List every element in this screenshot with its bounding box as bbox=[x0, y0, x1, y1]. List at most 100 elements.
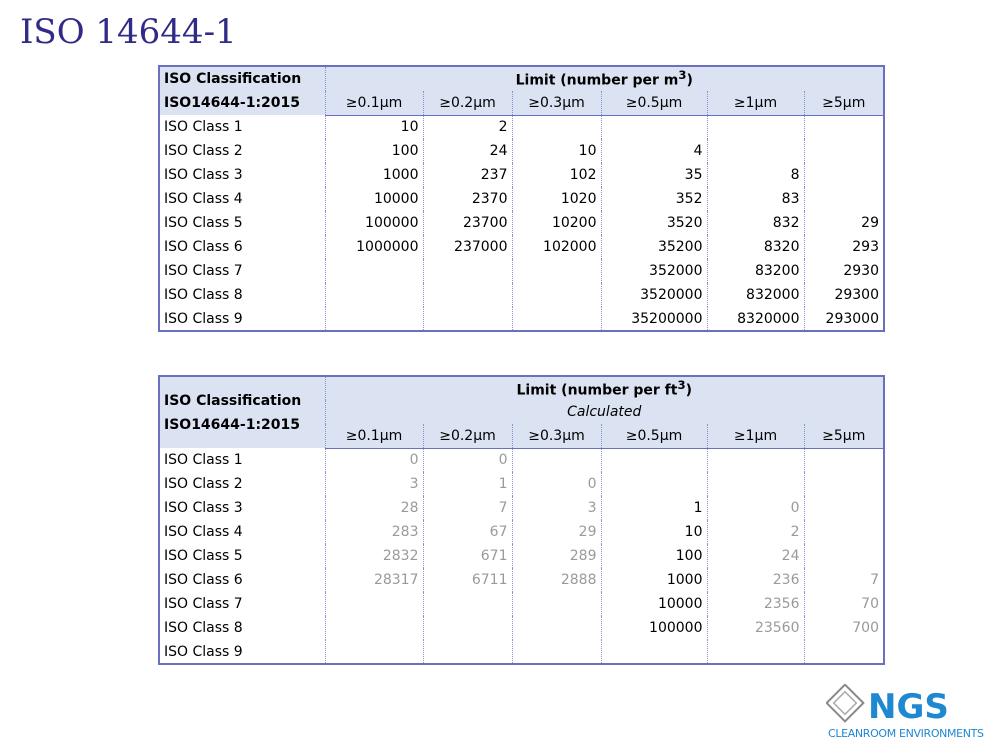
limit-value: 2888 bbox=[511, 568, 601, 592]
limit-value: 1000 bbox=[324, 163, 423, 187]
logo-tagline: CLEANROOM ENVIRONMENTS bbox=[828, 727, 984, 740]
limit-value: 293000 bbox=[803, 307, 884, 331]
table-row: ISO Class 5 2832 671 289 100 24 bbox=[158, 544, 884, 568]
limit-value bbox=[422, 283, 512, 307]
table-row: ISO Class 7 352000 83200 2930 bbox=[158, 259, 884, 283]
table-row: ISO Class 8 3520000 832000 29300 bbox=[158, 283, 884, 307]
limit-value: 28 bbox=[324, 496, 423, 520]
calculated-subtitle: Calculated bbox=[324, 400, 884, 424]
page-title: ISO 14644-1 bbox=[20, 12, 237, 52]
limit-value bbox=[324, 259, 423, 283]
classification-header: ISO Classification ISO14644-1:2015 bbox=[158, 376, 325, 448]
class-name: ISO Class 6 bbox=[158, 568, 325, 592]
limit-value: 35 bbox=[600, 163, 707, 187]
table-row: ISO Class 3 28 7 3 1 0 bbox=[158, 496, 884, 520]
class-name: ISO Class 3 bbox=[158, 496, 325, 520]
limit-value: 24 bbox=[422, 139, 512, 163]
limit-value: 0 bbox=[324, 448, 423, 472]
column-header: ≥0.2µm bbox=[422, 90, 512, 116]
limit-value: 3520 bbox=[600, 211, 707, 235]
table-row: ISO Class 3 1000 237 102 35 8 bbox=[158, 163, 884, 187]
limit-value: 283 bbox=[324, 520, 423, 544]
limit-value: 35200000 bbox=[600, 307, 707, 331]
limit-value bbox=[803, 448, 884, 472]
limit-value: 1020 bbox=[511, 187, 601, 211]
column-header: ≥0.2µm bbox=[422, 424, 512, 449]
limit-value bbox=[803, 520, 884, 544]
limit-value: 10000 bbox=[600, 592, 707, 616]
limit-value: 8 bbox=[706, 163, 804, 187]
limit-value: 289 bbox=[511, 544, 601, 568]
class-name: ISO Class 9 bbox=[158, 640, 325, 664]
limit-value: 29 bbox=[511, 520, 601, 544]
limit-value bbox=[324, 283, 423, 307]
limit-value bbox=[706, 472, 804, 496]
limit-value: 83 bbox=[706, 187, 804, 211]
limit-value: 29 bbox=[803, 211, 884, 235]
class-name: ISO Class 1 bbox=[158, 115, 325, 139]
iso-limits-per-ft3-table: ISO Classification ISO14644-1:2015 Limit (… bbox=[158, 375, 885, 665]
ngs-logo: NGS CLEANROOM ENVIRONMENTS bbox=[826, 684, 984, 740]
limit-value: 237000 bbox=[422, 235, 512, 259]
limit-value bbox=[803, 544, 884, 568]
limit-value bbox=[422, 307, 512, 331]
column-header: ≥0.5µm bbox=[600, 90, 707, 116]
table-row: ISO Class 4 283 67 29 10 2 bbox=[158, 520, 884, 544]
limit-value bbox=[511, 640, 601, 664]
limit-value: 2930 bbox=[803, 259, 884, 283]
limit-value bbox=[803, 640, 884, 664]
class-name: ISO Class 8 bbox=[158, 616, 325, 640]
limit-value bbox=[511, 283, 601, 307]
limit-value bbox=[422, 259, 512, 283]
limit-value: 102 bbox=[511, 163, 601, 187]
limit-value: 24 bbox=[706, 544, 804, 568]
class-name: ISO Class 2 bbox=[158, 139, 325, 163]
class-name: ISO Class 4 bbox=[158, 520, 325, 544]
limit-value: 10 bbox=[600, 520, 707, 544]
diamond-logo-icon bbox=[826, 684, 865, 723]
limit-value: 28317 bbox=[324, 568, 423, 592]
limit-value bbox=[803, 496, 884, 520]
class-name: ISO Class 1 bbox=[158, 448, 325, 472]
limit-value: 100000 bbox=[324, 211, 423, 235]
limit-value: 352 bbox=[600, 187, 707, 211]
class-name: ISO Class 5 bbox=[158, 211, 325, 235]
column-header: ≥1µm bbox=[706, 90, 804, 116]
column-header: ≥5µm bbox=[803, 424, 884, 449]
column-header: ≥0.1µm bbox=[324, 424, 423, 449]
table-row: ISO Class 6 1000000 237000 102000 35200 8320 2… bbox=[158, 235, 884, 259]
limit-value bbox=[511, 307, 601, 331]
limit-value: 352000 bbox=[600, 259, 707, 283]
limit-value: 10 bbox=[324, 115, 423, 139]
limit-value: 2832 bbox=[324, 544, 423, 568]
limit-value: 3 bbox=[324, 472, 423, 496]
class-name: ISO Class 8 bbox=[158, 283, 325, 307]
class-name: ISO Class 2 bbox=[158, 472, 325, 496]
column-header: ≥0.1µm bbox=[324, 90, 423, 116]
class-name: ISO Class 6 bbox=[158, 235, 325, 259]
table-row: ISO Class 1 10 2 bbox=[158, 115, 884, 139]
column-header: ≥0.5µm bbox=[600, 424, 707, 449]
limit-value bbox=[600, 448, 707, 472]
limit-value: 23700 bbox=[422, 211, 512, 235]
limit-value: 4 bbox=[600, 139, 707, 163]
limit-value bbox=[422, 592, 512, 616]
limit-value bbox=[706, 640, 804, 664]
limit-header: Limit (number per ft3) bbox=[324, 376, 884, 400]
limit-header: Limit (number per m3) bbox=[324, 66, 884, 91]
limit-value: 35200 bbox=[600, 235, 707, 259]
class-name: ISO Class 7 bbox=[158, 592, 325, 616]
limit-value: 2 bbox=[422, 115, 512, 139]
iso-limits-per-m3-table: ISO Classification ISO14644-1:2015 Limit (… bbox=[158, 65, 885, 332]
limit-value bbox=[511, 259, 601, 283]
limit-value: 832 bbox=[706, 211, 804, 235]
class-name: ISO Class 4 bbox=[158, 187, 325, 211]
limit-value bbox=[706, 115, 804, 139]
limit-value: 83200 bbox=[706, 259, 804, 283]
limit-value: 2370 bbox=[422, 187, 512, 211]
limit-value bbox=[600, 472, 707, 496]
limit-value bbox=[324, 616, 423, 640]
limit-value bbox=[803, 163, 884, 187]
limit-value: 3520000 bbox=[600, 283, 707, 307]
